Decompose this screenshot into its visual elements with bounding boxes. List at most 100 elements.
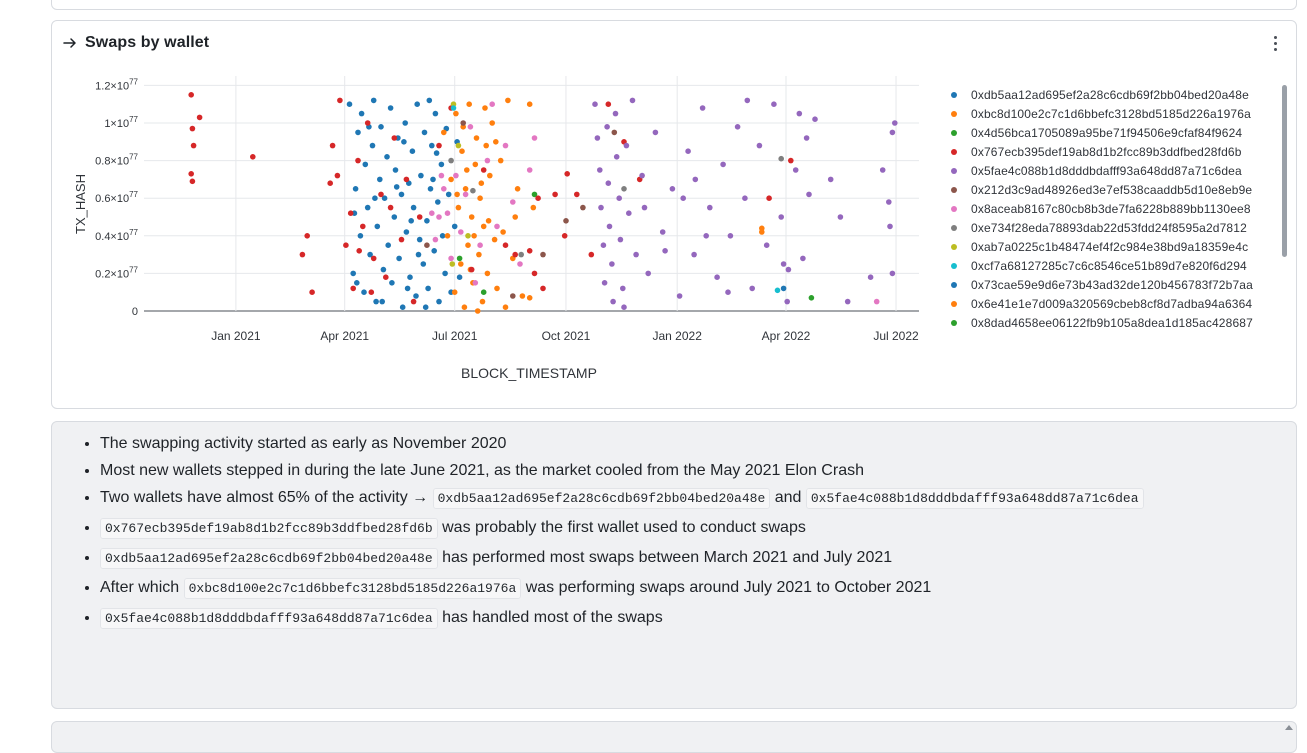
- data-point[interactable]: [398, 236, 405, 243]
- data-point[interactable]: [459, 148, 465, 154]
- data-point[interactable]: [427, 186, 434, 192]
- data-point[interactable]: [617, 236, 624, 243]
- data-point[interactable]: [633, 251, 639, 258]
- data-point[interactable]: [889, 270, 896, 277]
- data-point[interactable]: [455, 204, 462, 211]
- data-point[interactable]: [892, 120, 898, 126]
- data-point[interactable]: [404, 285, 411, 292]
- data-point[interactable]: [552, 191, 558, 198]
- data-point[interactable]: [720, 161, 726, 168]
- data-point[interactable]: [462, 191, 469, 198]
- data-point[interactable]: [368, 289, 375, 296]
- data-point[interactable]: [424, 242, 430, 248]
- data-point[interactable]: [448, 255, 454, 262]
- data-point[interactable]: [491, 236, 498, 243]
- data-point[interactable]: [448, 176, 454, 183]
- legend-item[interactable]: 0xbc8d100e2c7c1d6bbefc3128bd5185d226a197…: [941, 104, 1281, 123]
- legend-item[interactable]: 0xe734f28eda78893dab22d53fdd24f8595a2d78…: [941, 218, 1281, 237]
- data-point[interactable]: [500, 229, 506, 235]
- data-point[interactable]: [827, 176, 834, 183]
- data-point[interactable]: [456, 255, 463, 262]
- data-point[interactable]: [391, 135, 398, 141]
- scatter-plot[interactable]: 0 0.2×1077 0.4×1077 0.6×1077 0.8×1077 1×1077 1…: [52, 21, 932, 396]
- data-point[interactable]: [601, 280, 608, 286]
- data-point[interactable]: [398, 191, 405, 198]
- data-point[interactable]: [372, 195, 378, 201]
- data-point[interactable]: [887, 223, 893, 230]
- data-point[interactable]: [370, 255, 377, 262]
- data-point[interactable]: [494, 223, 500, 230]
- data-point[interactable]: [299, 251, 306, 258]
- data-point[interactable]: [381, 195, 388, 201]
- data-point[interactable]: [188, 171, 194, 177]
- data-point[interactable]: [354, 280, 360, 286]
- data-point[interactable]: [692, 176, 699, 183]
- data-point[interactable]: [519, 293, 526, 299]
- data-point[interactable]: [531, 270, 538, 277]
- data-point[interactable]: [433, 150, 440, 156]
- data-point[interactable]: [489, 120, 496, 126]
- data-point[interactable]: [479, 298, 486, 305]
- data-point[interactable]: [510, 293, 516, 299]
- legend-item[interactable]: 0x6e41e1e7d009a320569cbeb8cf8d7adba94a63…: [941, 294, 1281, 313]
- data-point[interactable]: [429, 142, 435, 149]
- data-point[interactable]: [889, 129, 896, 136]
- arrow-right-icon[interactable]: [62, 35, 78, 51]
- data-point[interactable]: [438, 161, 445, 168]
- data-point[interactable]: [364, 120, 371, 126]
- data-point[interactable]: [497, 157, 504, 164]
- data-point[interactable]: [749, 285, 755, 292]
- data-point[interactable]: [531, 135, 538, 141]
- data-point[interactable]: [505, 97, 511, 104]
- data-point[interactable]: [454, 191, 460, 198]
- data-point[interactable]: [662, 248, 668, 254]
- data-point[interactable]: [742, 195, 748, 201]
- data-point[interactable]: [487, 172, 493, 179]
- data-point[interactable]: [484, 157, 491, 164]
- data-point[interactable]: [766, 195, 772, 201]
- data-point[interactable]: [669, 186, 676, 192]
- data-point[interactable]: [402, 120, 409, 126]
- data-point[interactable]: [526, 101, 533, 107]
- data-point[interactable]: [420, 261, 427, 267]
- data-point[interactable]: [387, 105, 394, 111]
- data-point[interactable]: [396, 255, 402, 262]
- data-point[interactable]: [788, 157, 794, 164]
- data-point[interactable]: [784, 298, 790, 305]
- data-point[interactable]: [450, 105, 457, 111]
- data-point[interactable]: [714, 274, 720, 280]
- data-point[interactable]: [780, 285, 787, 292]
- data-point[interactable]: [598, 204, 604, 211]
- data-point[interactable]: [470, 187, 476, 194]
- data-point[interactable]: [350, 285, 357, 292]
- data-point[interactable]: [685, 148, 691, 154]
- data-point[interactable]: [401, 139, 407, 145]
- data-point[interactable]: [449, 261, 456, 267]
- data-point[interactable]: [473, 135, 480, 141]
- data-point[interactable]: [659, 229, 666, 235]
- data-point[interactable]: [425, 285, 431, 292]
- data-point[interactable]: [467, 124, 474, 130]
- data-point[interactable]: [477, 195, 483, 201]
- data-point[interactable]: [458, 229, 464, 235]
- data-point[interactable]: [621, 186, 627, 192]
- data-point[interactable]: [626, 210, 632, 216]
- data-point[interactable]: [803, 135, 810, 141]
- data-point[interactable]: [792, 167, 799, 173]
- data-point[interactable]: [512, 214, 518, 220]
- data-point[interactable]: [360, 223, 366, 230]
- data-point[interactable]: [484, 270, 491, 277]
- data-point[interactable]: [620, 285, 626, 292]
- data-point[interactable]: [399, 304, 406, 311]
- data-point[interactable]: [676, 293, 683, 299]
- data-point[interactable]: [408, 218, 415, 224]
- data-point[interactable]: [485, 218, 492, 224]
- legend-item[interactable]: 0x73cae59e9d6e73b43ad32de120b456783f72b7…: [941, 275, 1281, 294]
- data-point[interactable]: [426, 97, 433, 104]
- data-point[interactable]: [482, 105, 488, 111]
- data-point[interactable]: [413, 293, 419, 299]
- data-point[interactable]: [190, 142, 197, 149]
- data-point[interactable]: [611, 129, 618, 136]
- data-point[interactable]: [510, 199, 516, 205]
- data-point[interactable]: [477, 242, 483, 248]
